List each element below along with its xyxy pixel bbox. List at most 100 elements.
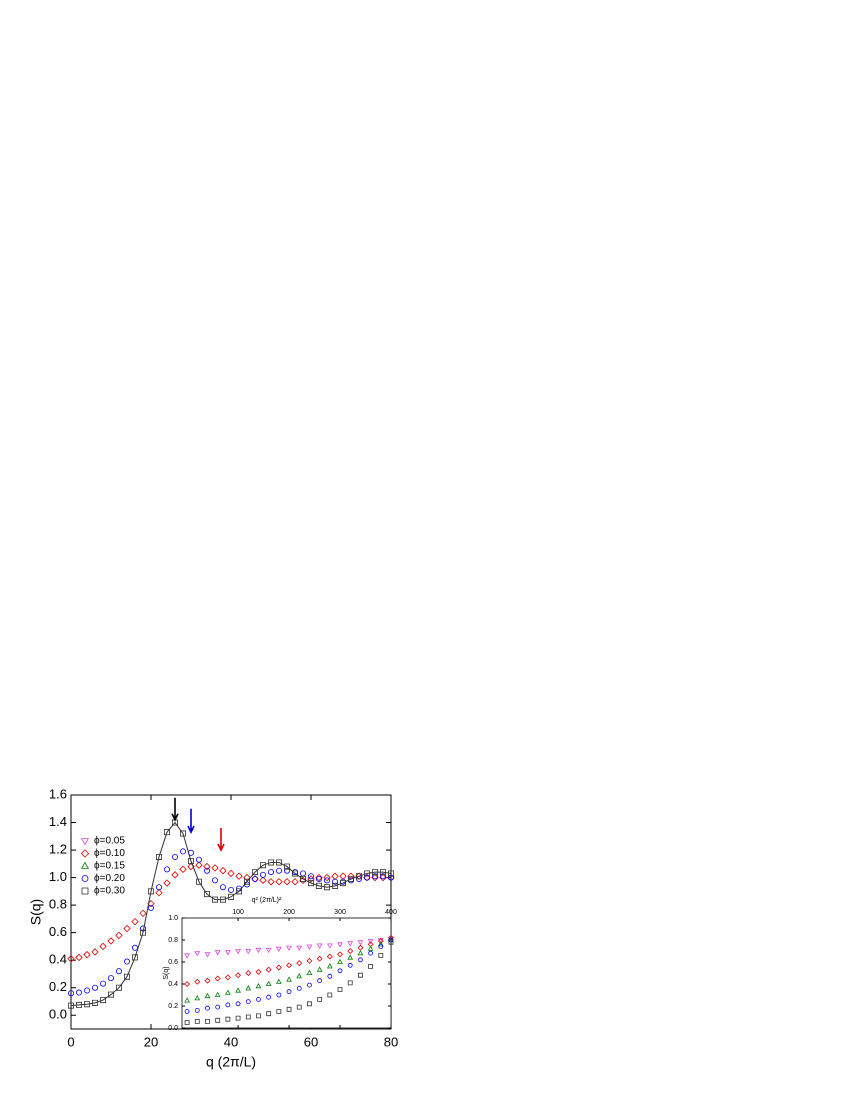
data-point [171, 871, 179, 879]
x-tick-label: 400 [385, 909, 397, 916]
y-axis-label: S(q) [163, 966, 170, 979]
data-point [306, 957, 313, 964]
data-point [337, 958, 343, 964]
arrow [217, 828, 225, 852]
y-tick-label: 0.4 [168, 981, 178, 988]
data-point [377, 941, 384, 947]
data-point [214, 975, 221, 982]
data-point [356, 873, 362, 880]
data-point [332, 882, 338, 889]
data-point [225, 1016, 231, 1022]
legend-marker [81, 875, 89, 882]
data-point [252, 869, 258, 876]
data-point [107, 937, 115, 945]
data-point [357, 949, 364, 956]
data-point [347, 962, 353, 968]
data-point [194, 951, 201, 957]
data-point [204, 891, 210, 898]
data-point [245, 949, 252, 955]
y-tick-label: 0.2 [168, 1003, 178, 1010]
data-point [236, 888, 242, 895]
data-point [316, 966, 323, 972]
data-point [227, 887, 235, 893]
data-point [291, 878, 299, 886]
data-point [256, 997, 261, 1002]
data-point [155, 889, 163, 897]
data-point [214, 950, 221, 956]
data-point [235, 1001, 241, 1007]
data-point [164, 829, 170, 836]
data-point [244, 878, 250, 885]
data-point [337, 951, 343, 958]
data-point [92, 999, 98, 1006]
data-point [132, 954, 138, 961]
data-point [163, 866, 171, 873]
data-point [67, 990, 75, 997]
data-point [204, 977, 211, 984]
data-point [84, 1001, 90, 1008]
x-axis-label: q² (2π/L)² [252, 897, 282, 904]
y-tick-label: 1.4 [49, 814, 67, 829]
data-point [219, 884, 227, 891]
data-point [286, 976, 292, 982]
y-tick-label: 1.0 [168, 915, 178, 922]
data-point [214, 991, 221, 997]
data-point [195, 861, 203, 869]
data-point [188, 858, 194, 865]
data-point [251, 876, 259, 882]
data-point [327, 973, 333, 979]
data-point [184, 953, 190, 959]
data-point [163, 879, 171, 887]
data-point [324, 884, 330, 891]
data-point [265, 980, 272, 986]
data-point [286, 989, 292, 995]
data-point [326, 953, 333, 960]
data-point [123, 924, 131, 933]
data-point [215, 1017, 221, 1023]
x-tick-label: 80 [384, 1034, 398, 1049]
data-point [265, 966, 272, 973]
data-point [275, 978, 282, 984]
x-tick-label: 60 [304, 1034, 318, 1049]
data-point [296, 945, 303, 951]
data-point [91, 984, 99, 991]
data-point [204, 992, 211, 999]
y-tick-label: 0.8 [49, 897, 67, 912]
y-tick-label: 0.0 [168, 1025, 178, 1032]
data-point [315, 876, 323, 882]
data-point [235, 972, 242, 979]
y-tick-label: 0.8 [168, 937, 178, 944]
x-tick-label: 0 [67, 1034, 74, 1049]
data-point [380, 869, 386, 876]
data-point [100, 997, 106, 1004]
x-tick-label: 40 [224, 1034, 238, 1049]
legend-label: ϕ=0.20 [94, 873, 125, 884]
data-point [115, 968, 123, 975]
y-tick-label: 0.6 [168, 959, 178, 966]
data-point [148, 888, 154, 895]
data-point [243, 873, 251, 882]
data-point [276, 859, 282, 866]
data-point [115, 931, 123, 940]
data-point [99, 942, 107, 951]
data-point [337, 987, 343, 992]
data-point [172, 819, 178, 826]
y-tick-label: 0.0 [49, 1007, 67, 1022]
data-point [123, 958, 131, 965]
data-point [371, 873, 379, 882]
data-point [179, 848, 187, 855]
data-point [184, 981, 191, 987]
data-point [275, 867, 283, 874]
data-point [235, 987, 241, 993]
data-point [219, 867, 227, 875]
data-point [255, 947, 262, 954]
legend-label: ϕ=0.10 [94, 848, 125, 859]
data-point [267, 869, 275, 876]
y-tick-label: 0.2 [49, 979, 67, 994]
data-point [316, 955, 323, 962]
data-point [286, 1006, 292, 1012]
data-point [268, 859, 274, 866]
data-point [372, 869, 378, 876]
data-point [139, 925, 147, 932]
